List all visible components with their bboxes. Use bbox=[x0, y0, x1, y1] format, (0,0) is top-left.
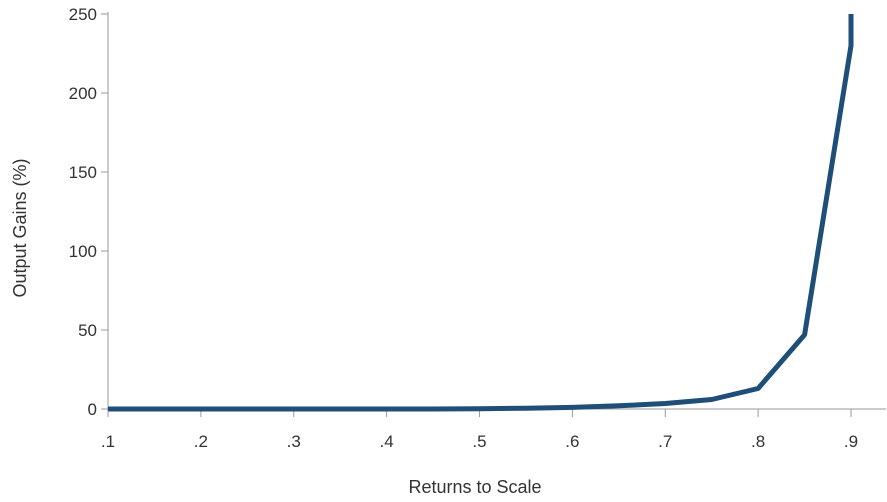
y-tick-label: 150 bbox=[69, 163, 97, 182]
x-tick-label: .6 bbox=[565, 432, 579, 451]
x-tick-label: .7 bbox=[658, 432, 672, 451]
x-tick-label: .3 bbox=[287, 432, 301, 451]
y-tick-label: 250 bbox=[69, 5, 97, 24]
x-tick-label: .4 bbox=[380, 432, 394, 451]
y-tick-label: 100 bbox=[69, 242, 97, 261]
y-axis-title: Output Gains (%) bbox=[10, 158, 30, 297]
x-axis-title: Returns to Scale bbox=[408, 477, 541, 497]
x-tick-label: .9 bbox=[844, 432, 858, 451]
x-tick-label: .1 bbox=[101, 432, 115, 451]
series-layer bbox=[108, 14, 854, 412]
axes: 0 50 100 150 200 250 .1 .2 .3 .4 .5 .6 .7 .8 .9 bbox=[69, 5, 886, 451]
x-tick-label: .5 bbox=[472, 432, 486, 451]
y-tick-label: 50 bbox=[78, 321, 97, 340]
series-line-1 bbox=[108, 14, 854, 412]
y-tick-label: 200 bbox=[69, 84, 97, 103]
x-tick-label: .2 bbox=[194, 432, 208, 451]
x-tick-label: .8 bbox=[751, 432, 765, 451]
y-tick-label: 0 bbox=[88, 400, 97, 419]
